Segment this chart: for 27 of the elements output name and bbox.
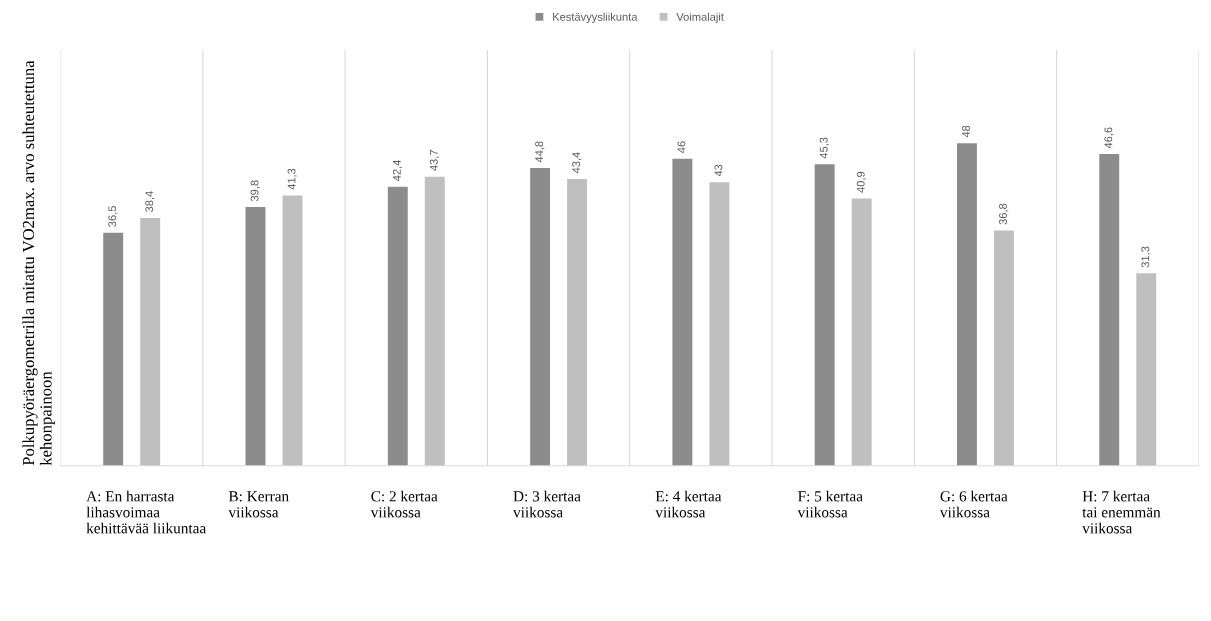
data-label: 45,3 xyxy=(819,137,829,159)
data-label: 46 xyxy=(677,141,686,153)
data-label: 38,4 xyxy=(145,191,155,212)
x-tick-label: G: 6 kertaa viikossa xyxy=(939,490,1008,518)
data-label: 39,8 xyxy=(250,180,260,202)
data-label: 43,4 xyxy=(572,152,582,174)
x-tick-label: B: Kerran viikossa xyxy=(228,491,289,518)
x-tick-label: H: 7 kertaa tai enemmän viikossa xyxy=(1082,490,1161,534)
data-label: 43 xyxy=(714,164,723,177)
data-label: 41,3 xyxy=(287,168,297,190)
y-axis-title: Polkupyöräergometrilla mitattu VO2max. arvo suhteutettuna kehonpainoon xyxy=(22,60,55,466)
data-label: 44,8 xyxy=(535,141,545,163)
data-label: 31,3 xyxy=(1141,246,1151,268)
x-tick-label: E: 4 kertaa viikossa xyxy=(655,490,722,518)
data-label: 40,9 xyxy=(856,171,866,193)
data-label: 36,5 xyxy=(108,206,118,227)
data-label: 36,8 xyxy=(999,203,1009,225)
legend-label: Kestävyysliikunta xyxy=(553,12,638,24)
x-tick-label: F: 5 kertaa viikossa xyxy=(797,490,863,518)
x-tick-label: A: En harrasta lihasvoimaa kehittävää liikuntaa xyxy=(86,490,206,534)
data-label: 42,4 xyxy=(392,159,403,181)
legend-label: Voimalajit xyxy=(676,12,724,24)
data-label: 43,7 xyxy=(429,150,440,171)
data-label: 46,6 xyxy=(1104,127,1114,149)
x-tick-label: D: 3 kertaa viikossa xyxy=(513,490,581,518)
data-label: 48 xyxy=(962,125,970,138)
x-tick-label: C: 2 kertaa viikossa xyxy=(370,490,438,518)
